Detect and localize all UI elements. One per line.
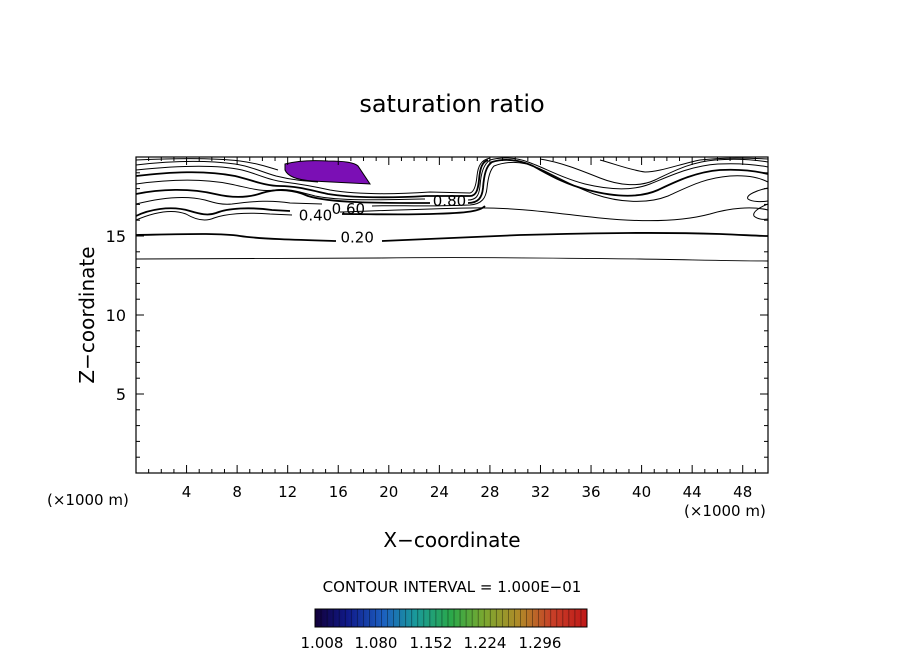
- contour-label: 0.20: [340, 229, 373, 247]
- colorbar-tick-label: 1.224: [464, 634, 507, 652]
- supersaturated-region: [284, 160, 371, 185]
- contour-line: [135, 160, 319, 183]
- contour-label: 0.80: [433, 192, 466, 210]
- y-tick-label: 15: [106, 227, 126, 246]
- x-unit-left: (×1000 m): [47, 491, 129, 509]
- x-axis: 4 8 12 16 20 24 28 32 36 40 44 48: [148, 157, 756, 501]
- x-tick-label: 36: [581, 483, 600, 501]
- contour-label: 0.40: [299, 206, 332, 224]
- contour-line-0-80: [135, 157, 769, 201]
- colorbar-tick-label: 1.296: [519, 634, 562, 652]
- x-axis-label: X−coordinate: [383, 528, 520, 552]
- contour-line-0-90: [135, 159, 489, 199]
- x-tick-label: 48: [733, 483, 752, 501]
- x-tick-label: 12: [278, 483, 297, 501]
- y-tick-label: 5: [116, 385, 126, 404]
- y-axis-label: Z−coordinate: [75, 246, 99, 383]
- x-tick-label: 44: [683, 483, 702, 501]
- contour-line-0-50: [135, 205, 486, 217]
- y-tick-label: 10: [106, 306, 126, 325]
- contour-interval-text: CONTOUR INTERVAL = 1.000E−01: [323, 578, 582, 596]
- x-tick-label: 4: [182, 483, 192, 501]
- colorbar: 1.008 1.080 1.152 1.224 1.296: [301, 608, 588, 652]
- contour-line-0-20: [135, 232, 769, 242]
- x-tick-label: 32: [531, 483, 550, 501]
- contour-line: [135, 157, 491, 195]
- x-unit-right: (×1000 m): [684, 502, 766, 520]
- x-tick-label: 28: [480, 483, 499, 501]
- colorbar-labels: 1.008 1.080 1.152 1.224 1.296: [301, 634, 562, 652]
- colorbar-tick-label: 1.008: [301, 634, 344, 652]
- x-tick-label: 20: [379, 483, 398, 501]
- colorbar-tick-label: 1.152: [410, 634, 453, 652]
- x-tick-label: 40: [632, 483, 651, 501]
- contour-label: 0.60: [332, 200, 365, 218]
- contour-line: [599, 157, 769, 173]
- contour-line: [747, 187, 769, 203]
- contour-label-group: 0.20 0.40 0.60 0.80: [299, 192, 466, 246]
- x-tick-label: 16: [329, 483, 348, 501]
- chart-title: saturation ratio: [359, 90, 544, 118]
- x-tick-label: 24: [430, 483, 449, 501]
- contour-line: [135, 158, 279, 171]
- x-tick-label: 8: [232, 483, 242, 501]
- contour-line: [753, 203, 769, 220]
- contour-line-0-70: [135, 159, 769, 204]
- contour-line: [539, 158, 769, 186]
- colorbar-tick-label: 1.080: [355, 634, 398, 652]
- y-axis: 5 10 15: [106, 172, 768, 458]
- contour-line: [135, 257, 769, 262]
- contour-line-0-40: [135, 207, 769, 222]
- colorbar-stripes: [320, 609, 582, 627]
- contour-lines: [135, 157, 769, 262]
- colorbar-fill: [314, 608, 588, 628]
